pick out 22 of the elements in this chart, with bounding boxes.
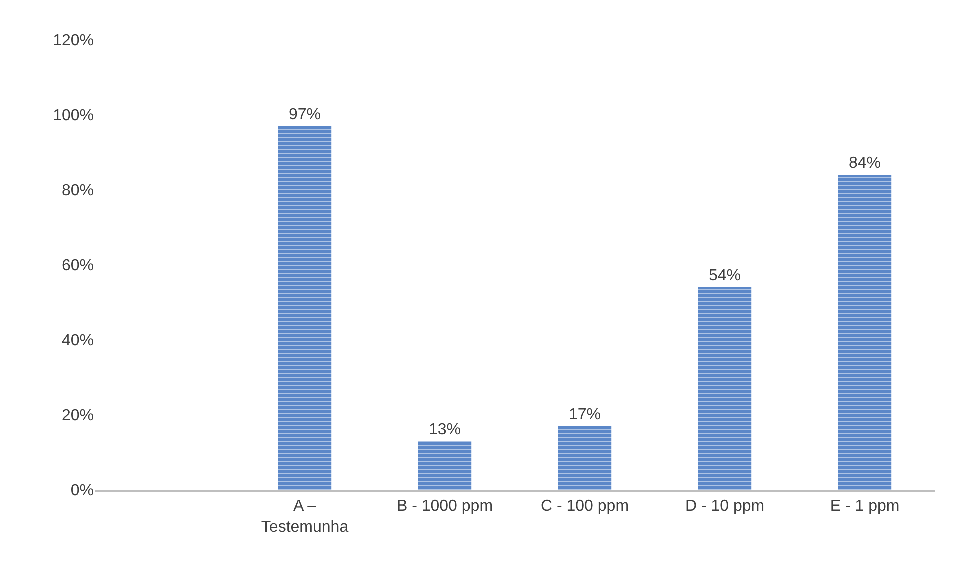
y-tick-label: 20% xyxy=(62,408,94,425)
y-tick-label: 120% xyxy=(53,32,94,50)
bar xyxy=(838,175,892,490)
data-label: 97% xyxy=(288,106,322,124)
bar xyxy=(698,288,752,490)
x-tick-label: E - 1 ppm xyxy=(830,498,900,516)
data-label: 84% xyxy=(848,155,882,172)
y-tick-label: 40% xyxy=(62,332,94,350)
bar xyxy=(558,426,612,490)
x-tick-label: C - 100 ppm xyxy=(540,498,630,516)
bar xyxy=(278,126,332,490)
data-label: 17% xyxy=(568,406,602,424)
data-label: 54% xyxy=(708,268,742,284)
y-tick-label: 100% xyxy=(53,108,94,125)
x-tick-label: B - 1000 ppm xyxy=(396,498,494,516)
y-tick-label: 60% xyxy=(62,258,94,275)
data-label: 13% xyxy=(428,421,462,438)
y-tick-label: 80% xyxy=(62,182,94,200)
x-tick-label: D - 10 ppm xyxy=(685,498,765,516)
x-tick-label: A – Testemunha xyxy=(261,498,349,536)
y-tick-label: 0% xyxy=(70,482,94,500)
bar xyxy=(418,441,472,490)
